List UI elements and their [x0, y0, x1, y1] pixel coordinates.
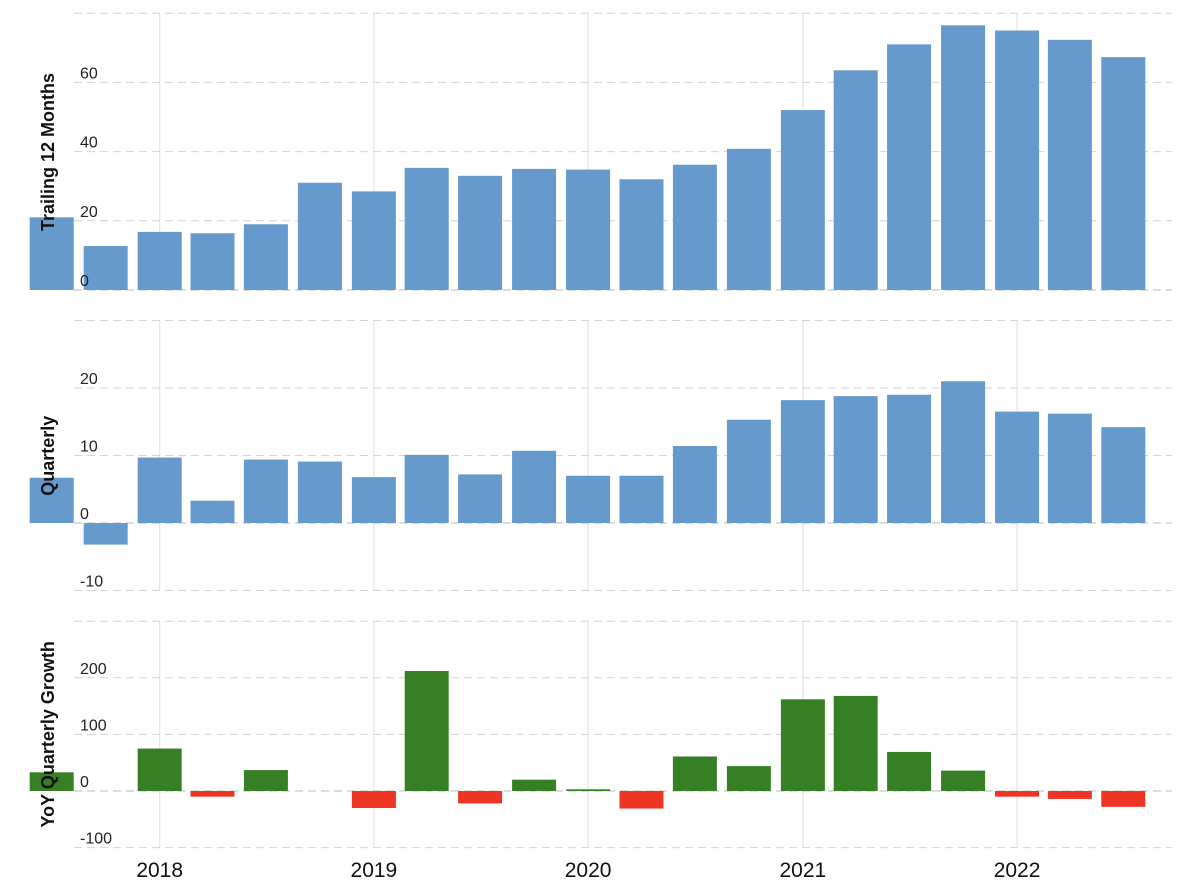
- panel-2-ytick-label: 10: [80, 439, 98, 456]
- panel-3-ytick-label: 200: [80, 661, 107, 678]
- panel-1-bar: [297, 182, 342, 290]
- panel-2-bar: [404, 454, 449, 523]
- panel-1-bar: [137, 231, 182, 290]
- panel-2-bar: [29, 477, 74, 523]
- panel-1: 0 20 40 60 Trailing 12 Months: [29, 12, 1172, 291]
- panel-3-bar: [1101, 791, 1146, 807]
- panel-3-bar: [351, 791, 396, 808]
- panel-2-bar: [995, 411, 1040, 523]
- panel-2-ytick-label: 0: [80, 506, 89, 523]
- panel-3-bar: [190, 791, 235, 797]
- panel-2-ytick-label: -10: [80, 574, 103, 591]
- panel-3-ytick-label: -100: [80, 831, 112, 848]
- panel-2-bar: [512, 450, 557, 523]
- panel-3-bar: [833, 695, 878, 791]
- panel-1-bar: [566, 169, 611, 290]
- panel-2-bar: [1101, 427, 1146, 523]
- x-tick-label: 2021: [780, 859, 827, 882]
- panel-1-bar: [995, 30, 1040, 290]
- panel-1-bar: [351, 191, 396, 290]
- panel-3-ylabel: YoY Quarterly Growth: [38, 641, 58, 827]
- panel-1-bar: [833, 70, 878, 290]
- panel-2-bar: [780, 400, 825, 523]
- panel-2-bar: [672, 446, 717, 523]
- x-tick-label: 2019: [351, 859, 398, 882]
- panel-3-bar: [29, 772, 74, 791]
- panel-3-bar: [672, 756, 717, 791]
- panel-2-bar: [566, 475, 611, 523]
- panel-1-bar: [404, 167, 449, 290]
- panel-2-bar: [190, 500, 235, 523]
- panel-2-bar: [458, 474, 503, 523]
- panel-3-ytick-label: 100: [80, 717, 107, 734]
- panel-1-bar: [619, 179, 664, 290]
- panel-3-bar: [995, 791, 1040, 797]
- panel-3-bar: [619, 791, 664, 809]
- panel-2-bar: [941, 381, 986, 523]
- panel-2-ylabel: Quarterly: [38, 416, 58, 496]
- panel-1-ylabel: Trailing 12 Months: [38, 73, 58, 231]
- panel-2-bar: [137, 457, 182, 523]
- panel-1-bar: [83, 246, 128, 290]
- panel-3-bar: [137, 748, 182, 791]
- panel-1-bar: [780, 110, 825, 290]
- panel-1-bar: [29, 217, 74, 290]
- panel-2-bar: [297, 461, 342, 523]
- panel-2-bar: [887, 394, 932, 523]
- panel-3-ytick-label: 0: [80, 774, 89, 791]
- panel-1-bar: [1101, 57, 1146, 290]
- panel-1-bar: [672, 164, 717, 290]
- x-axis: 2018 2019 2020 2021 2022: [136, 859, 1040, 882]
- panel-1-bar: [887, 44, 932, 291]
- panel-3-bar: [941, 770, 986, 791]
- panel-1-ytick-label: 0: [80, 273, 89, 290]
- panel-2-bar: [726, 419, 771, 523]
- panel-3-bar: [780, 699, 825, 791]
- x-tick-label: 2022: [994, 859, 1041, 882]
- panel-3-bar: [243, 770, 288, 791]
- panel-1-ytick-label: 40: [80, 135, 98, 152]
- panel-1-bar: [1047, 39, 1092, 291]
- x-tick-label: 2020: [565, 859, 612, 882]
- panel-3-bar: [404, 671, 449, 791]
- panel-2-bar: [1047, 413, 1092, 523]
- panel-1-bar: [190, 233, 235, 290]
- panel-2-ytick-label: 20: [80, 371, 98, 388]
- panel-1-ytick-label: 20: [80, 204, 98, 221]
- panel-3: -100 0 100 200 YoY Quarterly Growth: [29, 620, 1172, 849]
- panel-3-bar: [1047, 791, 1092, 799]
- panel-1-ytick-label: 60: [80, 65, 98, 82]
- x-tick-label: 2018: [136, 859, 183, 882]
- panel-2-bar: [243, 459, 288, 523]
- panel-1-bar: [726, 148, 771, 290]
- panel-1-bar: [458, 175, 503, 290]
- panel-3-bar: [512, 779, 557, 791]
- panel-2-bar: [83, 523, 128, 545]
- panel-2: -10 0 10 20 Quarterly: [29, 320, 1172, 591]
- panel-2-bar: [833, 396, 878, 523]
- panel-1-bar: [512, 168, 557, 290]
- panel-1-bar: [941, 25, 986, 291]
- panel-3-bar: [566, 789, 611, 791]
- panel-2-bar: [351, 477, 396, 523]
- panel-1-bar: [243, 224, 288, 290]
- panel-3-bar: [887, 751, 932, 791]
- panel-3-bar: [458, 791, 503, 804]
- panel-3-bar: [726, 766, 771, 791]
- panel-2-bar: [619, 475, 664, 523]
